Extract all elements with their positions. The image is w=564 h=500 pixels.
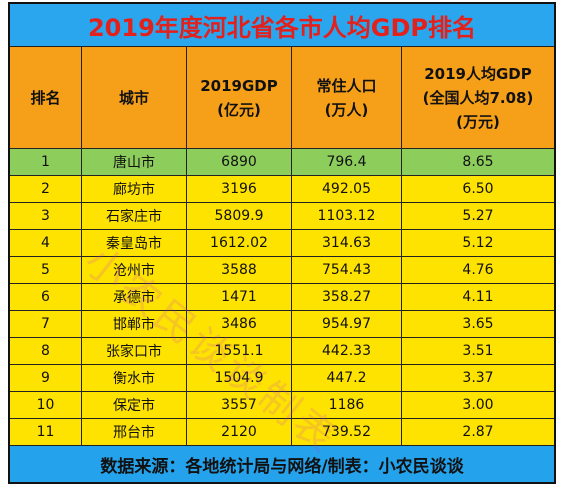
cell-text: 衡水市	[82, 365, 187, 391]
cell-text: 7	[10, 311, 82, 337]
header-text: (万人)	[324, 100, 369, 119]
header-cell: 常住人口 (万人)	[292, 47, 402, 148]
cell-text: 3.00	[462, 397, 494, 413]
cell-text: 保定市	[82, 392, 187, 418]
data-row: 1 唐山市 6890 796.4 8.65	[10, 149, 554, 176]
cell-text: 3557	[187, 392, 292, 418]
cell-text: 1186	[292, 392, 402, 418]
cell-text: 3486	[187, 311, 292, 337]
table-body: 排名 城市 2019GDP (亿元) 常住人口 (万人) 2019人均GDP (全国人均7.0…	[10, 47, 554, 446]
cell-text: 9	[10, 365, 82, 391]
header-cell: 排名	[10, 47, 82, 148]
header-text: (全国人均7.08)	[422, 88, 534, 107]
table: 2019年度河北省各市人均GDP排名 排名 城市 2019GDP (亿元) 常住人口 (万…	[8, 2, 556, 484]
cell-text: 954.97	[292, 311, 402, 337]
cell-text: 5809.9	[187, 203, 292, 229]
cell-text: 8	[10, 338, 82, 364]
cell-text: 314.63	[292, 230, 402, 256]
cell-text: 张家口市	[82, 338, 187, 364]
cell-text: 442.33	[292, 338, 402, 364]
cell-text: 5.27	[462, 208, 494, 224]
data-row: 4 秦皇岛市 1612.02 314.63 5.12	[10, 230, 554, 257]
cell-text: 3588	[187, 257, 292, 283]
cell-text: 沧州市	[82, 257, 187, 283]
header-text: 城市	[118, 88, 149, 107]
cell-text: 唐山市	[82, 149, 187, 175]
cell-text: 4.76	[462, 262, 494, 278]
cell-text: 2	[10, 176, 82, 202]
cell-text: 447.2	[292, 365, 402, 391]
cell-text: 739.52	[292, 419, 402, 445]
header-text: 2019GDP	[200, 76, 278, 95]
data-row: 3 石家庄市 5809.9 1103.12 5.27	[10, 203, 554, 230]
header-cell: 2019人均GDP (全国人均7.08) (万元)	[402, 47, 554, 148]
data-row: 2 廊坊市 3196 492.05 6.50	[10, 176, 554, 203]
cell-text: 1504.9	[187, 365, 292, 391]
cell-text: 1471	[187, 284, 292, 310]
data-row: 10 保定市 3557 1186 3.00	[10, 392, 554, 419]
cell-text: 邯郸市	[82, 311, 187, 337]
cell-text: 796.4	[292, 149, 402, 175]
cell-text: 6890	[187, 149, 292, 175]
cell-text: 承德市	[82, 284, 187, 310]
footer: 数据来源：各地统计局与网络/制表：小农民谈谈	[10, 446, 554, 482]
cell-text: 1551.1	[187, 338, 292, 364]
header-text: 常住人口	[316, 76, 377, 95]
header-text: (亿元)	[217, 100, 261, 119]
cell-text: 754.43	[292, 257, 402, 283]
cell-text: 3.37	[462, 370, 494, 386]
header-text: (万元)	[456, 112, 500, 131]
cell-text: 4	[10, 230, 82, 256]
cell-text: 11	[10, 419, 82, 445]
title: 2019年度河北省各市人均GDP排名	[10, 4, 554, 47]
cell-text: 4.11	[462, 289, 494, 305]
cell-text: 2120	[187, 419, 292, 445]
cell-text: 6	[10, 284, 82, 310]
cell-text: 廊坊市	[82, 176, 187, 202]
header-cell: 2019GDP (亿元)	[187, 47, 292, 148]
header-row: 排名 城市 2019GDP (亿元) 常住人口 (万人) 2019人均GDP (全国人均7.0…	[10, 47, 554, 149]
cell-text: 8.65	[462, 154, 494, 170]
data-row: 9 衡水市 1504.9 447.2 3.37	[10, 365, 554, 392]
cell-text: 492.05	[292, 176, 402, 202]
cell-text: 1612.02	[187, 230, 292, 256]
cell-text: 5	[10, 257, 82, 283]
data-row: 8 张家口市 1551.1 442.33 3.51	[10, 338, 554, 365]
cell-text: 5.12	[462, 235, 494, 251]
data-row: 5 沧州市 3588 754.43 4.76	[10, 257, 554, 284]
cell-text: 3	[10, 203, 82, 229]
cell-text: 石家庄市	[82, 203, 187, 229]
cell-text: 2.87	[462, 424, 494, 440]
data-row: 6 承德市 1471 358.27 4.11	[10, 284, 554, 311]
data-row: 7 邯郸市 3486 954.97 3.65	[10, 311, 554, 338]
cell-text: 秦皇岛市	[82, 230, 187, 256]
cell-text: 358.27	[292, 284, 402, 310]
cell-text: 1103.12	[292, 203, 402, 229]
header-cell: 城市	[82, 47, 187, 148]
cell-text: 3196	[187, 176, 292, 202]
cell-text: 10	[10, 392, 82, 418]
cell-text: 6.50	[462, 181, 494, 197]
cell-text: 3.65	[462, 316, 494, 332]
data-row: 11 邢台市 2120 739.52 2.87	[10, 419, 554, 446]
header-text: 2019人均GDP	[424, 64, 532, 83]
cell-text: 邢台市	[82, 419, 187, 445]
header-text: 排名	[30, 88, 61, 107]
cell-text: 1	[10, 149, 82, 175]
cell-text: 3.51	[462, 343, 494, 359]
